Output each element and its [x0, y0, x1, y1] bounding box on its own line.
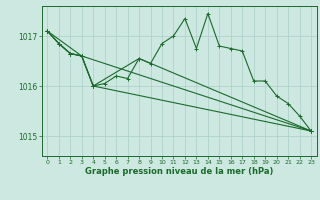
X-axis label: Graphe pression niveau de la mer (hPa): Graphe pression niveau de la mer (hPa): [85, 167, 273, 176]
